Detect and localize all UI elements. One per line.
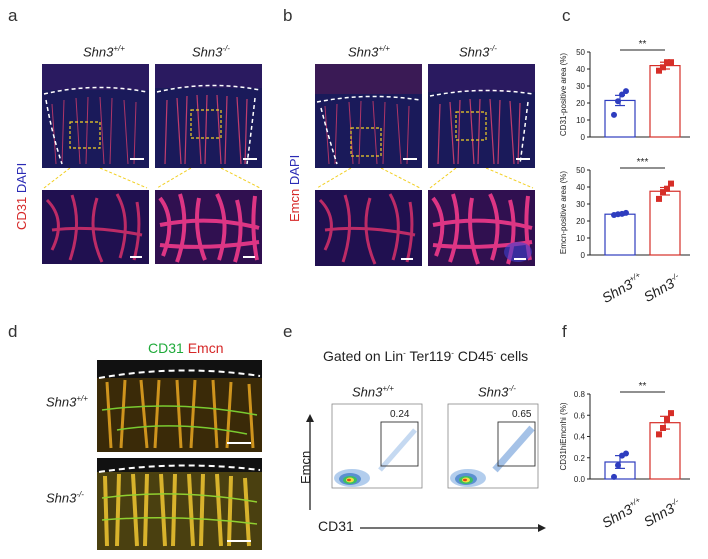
scale-bar bbox=[130, 158, 144, 160]
panel-label-a: a bbox=[8, 6, 18, 25]
bar bbox=[649, 422, 681, 480]
y-tick-label: 30 bbox=[576, 200, 585, 209]
panel-a-zoom-wt bbox=[42, 190, 149, 264]
bar bbox=[649, 65, 681, 138]
panel-d-genotype-ko: Shn3-/- bbox=[46, 490, 84, 506]
panel-b-stain-label: Emcn DAPI bbox=[287, 154, 302, 222]
data-point bbox=[660, 64, 666, 71]
panel-a-zoom-ko bbox=[155, 190, 262, 264]
panel-e-gate-title: Gated on Lin- Ter119- CD45- cells bbox=[323, 348, 529, 364]
y-axis-label: CD31-positive area (%) bbox=[559, 53, 568, 136]
data-point bbox=[656, 431, 662, 438]
data-point bbox=[668, 59, 674, 66]
significance-label: ** bbox=[639, 381, 647, 392]
scale-bar bbox=[401, 258, 413, 260]
panel-e-gate-pct-wt: 0.24 bbox=[390, 409, 410, 420]
data-point bbox=[615, 462, 621, 469]
y-tick-label: 0.4 bbox=[574, 433, 586, 442]
scale-bar bbox=[514, 258, 526, 260]
data-point bbox=[668, 410, 674, 417]
chart-c-top: 0 10 20 30 40 50 CD31-positive area (%) ** bbox=[559, 39, 690, 142]
data-point bbox=[611, 473, 617, 480]
y-axis-label: CD31hiEmcnhi (%) bbox=[559, 402, 568, 470]
panel-a-micrograph-ko bbox=[155, 64, 262, 168]
chart-c-bottom: 0 10 20 30 40 50 Emcn-positive area (%) *** bbox=[559, 157, 690, 260]
panel-d-micrograph-wt bbox=[97, 360, 262, 452]
y-tick-label: 10 bbox=[576, 116, 585, 125]
data-point bbox=[623, 450, 629, 457]
chart-f: 0.0 0.2 0.4 0.6 0.8 CD31hiEmcnhi (%) ** bbox=[559, 381, 690, 484]
y-tick-label: 0.0 bbox=[574, 475, 586, 484]
panel-e-gate-pct-ko: 0.65 bbox=[512, 409, 532, 420]
significance-label: *** bbox=[637, 157, 649, 168]
y-tick-label: 20 bbox=[576, 99, 585, 108]
panel-b-zoom-ko bbox=[428, 190, 535, 266]
panel-a-genotype-wt: Shn3+/+ bbox=[83, 44, 125, 60]
y-tick-label: 30 bbox=[576, 82, 585, 91]
data-point bbox=[615, 98, 621, 105]
panel-label-e: e bbox=[283, 322, 293, 341]
data-point bbox=[668, 180, 674, 187]
scale-bar bbox=[516, 158, 530, 160]
panel-e-y-axis-label: Emcn bbox=[298, 450, 313, 484]
panel-e-genotype-ko: Shn3-/- bbox=[478, 384, 516, 400]
y-tick-label: 50 bbox=[576, 48, 585, 57]
panel-label-b: b bbox=[283, 6, 293, 25]
panel-a-micrograph-wt bbox=[42, 64, 149, 168]
data-point bbox=[656, 195, 662, 202]
data-point bbox=[664, 416, 670, 423]
panel-d-micrograph-ko bbox=[97, 458, 262, 550]
panel-label-c: c bbox=[562, 6, 571, 25]
bar bbox=[649, 190, 681, 256]
y-tick-label: 20 bbox=[576, 217, 585, 226]
panel-d-legend: CD31 Emcn bbox=[148, 340, 224, 356]
bar bbox=[604, 213, 636, 256]
panel-a-zoom-guides bbox=[43, 168, 261, 189]
panel-b-genotype-wt: Shn3+/+ bbox=[348, 44, 390, 60]
y-tick-label: 0 bbox=[581, 251, 586, 260]
data-point bbox=[664, 59, 670, 66]
data-point bbox=[619, 91, 625, 98]
panel-f-xcat-ko: Shn3-/- bbox=[640, 496, 681, 530]
significance-label: ** bbox=[639, 39, 647, 50]
panel-e-flow-plots bbox=[306, 403, 546, 532]
data-point bbox=[660, 425, 666, 431]
scale-bar bbox=[130, 256, 142, 258]
panel-a-genotype-ko: Shn3-/- bbox=[192, 44, 230, 60]
panel-e-genotype-wt: Shn3+/+ bbox=[352, 384, 394, 400]
y-tick-label: 40 bbox=[576, 65, 585, 74]
scale-bar bbox=[227, 540, 251, 542]
scale-bar bbox=[243, 256, 255, 258]
y-tick-label: 0.8 bbox=[574, 390, 586, 399]
data-point bbox=[664, 185, 670, 192]
scale-bar bbox=[243, 158, 257, 160]
data-point bbox=[611, 111, 617, 118]
panel-b-zoom-guides bbox=[316, 168, 534, 189]
y-tick-label: 0 bbox=[581, 133, 586, 142]
data-point bbox=[623, 209, 629, 216]
panel-b-micrograph-ko bbox=[428, 64, 535, 168]
panel-f-chart: 0.0 0.2 0.4 0.6 0.8 CD31hiEmcnhi (%) ** bbox=[559, 381, 690, 484]
scale-bar bbox=[227, 442, 251, 444]
data-point bbox=[656, 67, 662, 74]
y-tick-label: 10 bbox=[576, 234, 585, 243]
panel-e-x-axis-label: CD31 bbox=[318, 518, 354, 534]
panel-f-xcat-wt: Shn3+/+ bbox=[598, 495, 642, 531]
panel-b-genotype-ko: Shn3-/- bbox=[459, 44, 497, 60]
y-tick-label: 40 bbox=[576, 183, 585, 192]
y-tick-label: 50 bbox=[576, 166, 585, 175]
y-tick-label: 0.2 bbox=[574, 454, 586, 463]
panel-c-charts: 0 10 20 30 40 50 CD31-positive area (%) ** 0 10 2… bbox=[559, 39, 690, 260]
y-tick-label: 0.6 bbox=[574, 411, 586, 420]
scale-bar bbox=[403, 158, 417, 160]
panel-b-zoom-wt bbox=[315, 190, 422, 266]
panel-label-d: d bbox=[8, 322, 18, 341]
panel-d-genotype-wt: Shn3+/+ bbox=[46, 394, 88, 410]
panel-label-f: f bbox=[562, 322, 567, 341]
panel-b-micrograph-wt bbox=[315, 64, 422, 168]
panel-a-stain-label: CD31 DAPI bbox=[14, 162, 29, 230]
data-point bbox=[623, 88, 629, 95]
y-axis-label: Emcn-positive area (%) bbox=[559, 171, 568, 254]
data-point bbox=[660, 189, 666, 196]
